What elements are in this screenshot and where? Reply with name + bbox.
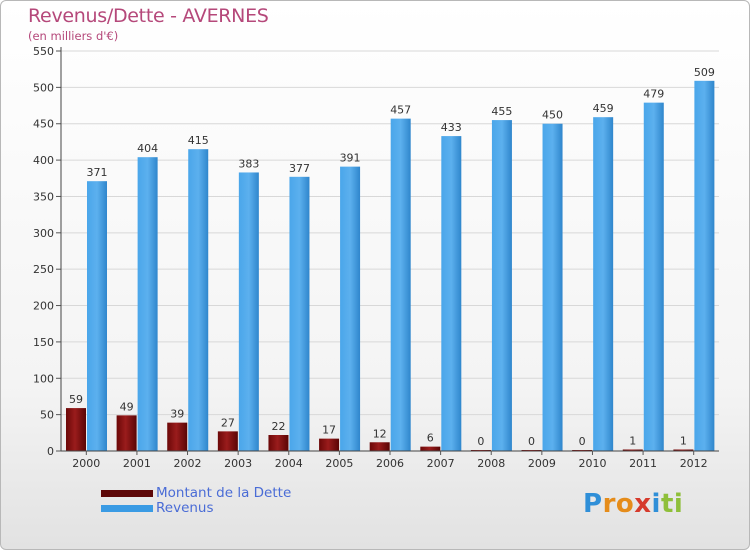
data-label-revenus-2002: 415: [188, 134, 209, 147]
x-tick-label-2004: 2004: [275, 457, 303, 470]
x-tick-label-2010: 2010: [578, 457, 606, 470]
bar-dette-2006: [369, 442, 390, 451]
legend-swatch-dette: [101, 490, 153, 497]
x-tick-label-2011: 2011: [629, 457, 657, 470]
bar-revenus-2008: [491, 120, 512, 451]
x-tick-label-2008: 2008: [477, 457, 505, 470]
bar-dette-2005: [319, 438, 340, 451]
logo-letter: P: [583, 489, 603, 519]
logo-letter: o: [615, 489, 635, 519]
y-tick-label: 300: [33, 227, 54, 240]
bar-revenus-2000: [87, 181, 107, 451]
bar-dette-2003: [217, 431, 238, 451]
data-label-revenus-2003: 383: [238, 157, 259, 170]
y-tick-label: 100: [33, 372, 54, 385]
y-tick-label: 250: [33, 263, 54, 276]
logo-letter: t: [660, 489, 674, 519]
x-tick-label-2003: 2003: [224, 457, 252, 470]
proxiti-logo: Proxiti: [583, 489, 683, 519]
data-label-dette-2002: 39: [170, 408, 184, 421]
data-label-revenus-2011: 479: [643, 88, 664, 101]
data-label-revenus-2007: 433: [441, 121, 462, 134]
x-tick-label-2006: 2006: [376, 457, 404, 470]
bar-revenus-2005: [340, 166, 361, 452]
y-tick-label: 450: [33, 118, 54, 131]
bar-dette-2011: [622, 449, 643, 451]
chart-subtitle: (en milliers d'€): [28, 29, 119, 43]
bar-dette-2002: [167, 422, 188, 451]
y-tick-label: 350: [33, 190, 54, 203]
legend-label-revenus: Revenus: [156, 500, 214, 516]
x-tick-label-2001: 2001: [123, 457, 151, 470]
x-tick-label-2005: 2005: [325, 457, 353, 470]
data-label-dette-2005: 17: [322, 424, 336, 437]
data-label-dette-2007: 6: [427, 432, 434, 445]
bars: [66, 80, 715, 452]
bar-revenus-2011: [643, 102, 664, 452]
bar-revenus-2002: [188, 149, 209, 451]
bar-dette-2001: [116, 415, 137, 451]
bar-revenus-2004: [289, 176, 310, 451]
x-tick-label-2002: 2002: [174, 457, 202, 470]
y-tick-label: 150: [33, 336, 54, 349]
chart-title: Revenus/Dette - AVERNES: [28, 5, 269, 27]
bar-revenus-2009: [542, 123, 563, 452]
legend-swatch-revenus: [101, 505, 153, 512]
bar-dette-2012: [673, 449, 694, 451]
y-tick-label: 500: [33, 81, 54, 94]
bar-revenus-2012: [694, 80, 715, 452]
data-label-revenus-2001: 404: [137, 142, 158, 155]
data-labels: 59 371 49 404 39 415 27 383 22 377 17 391 12 457 6 433 0…: [69, 66, 715, 448]
bar-revenus-2003: [238, 172, 259, 452]
bar-dette-2004: [268, 435, 289, 451]
data-label-dette-2010: 0: [579, 435, 586, 448]
data-label-dette-2009: 0: [528, 435, 535, 448]
y-tick-label: 0: [47, 445, 54, 458]
data-label-revenus-2004: 377: [289, 162, 310, 175]
data-label-revenus-2012: 509: [694, 66, 715, 79]
data-label-dette-2004: 22: [271, 420, 285, 433]
bar-dette-2007: [420, 446, 441, 451]
x-tick-label-2012: 2012: [680, 457, 708, 470]
data-label-dette-2003: 27: [221, 416, 235, 429]
data-label-revenus-2009: 450: [542, 109, 563, 122]
data-label-dette-2008: 0: [477, 435, 484, 448]
data-label-revenus-2008: 455: [491, 105, 512, 118]
bar-dette-2000: [66, 408, 86, 451]
data-label-revenus-2006: 457: [390, 104, 411, 117]
bar-revenus-2001: [137, 157, 158, 451]
x-tick-label-2007: 2007: [427, 457, 455, 470]
data-label-dette-2000: 59: [69, 393, 83, 406]
bar-revenus-2006: [390, 118, 411, 452]
y-tick-label: 200: [33, 300, 54, 313]
data-label-revenus-2005: 391: [340, 152, 361, 165]
data-label-dette-2006: 12: [373, 427, 387, 440]
bar-revenus-2007: [441, 136, 462, 451]
data-label-dette-2012: 1: [680, 435, 687, 448]
logo-letter: i: [673, 489, 684, 519]
logo-letter: i: [651, 489, 661, 519]
logo-letter: x: [634, 489, 652, 519]
data-label-revenus-2000: 371: [87, 166, 108, 179]
logo-letter: r: [602, 489, 616, 519]
y-tick-label: 550: [33, 45, 54, 58]
y-tick-label: 50: [40, 409, 54, 422]
bar-revenus-2010: [593, 117, 614, 451]
legend-label-dette: Montant de la Dette: [156, 485, 292, 501]
data-label-revenus-2010: 459: [593, 102, 614, 115]
y-tick-label: 400: [33, 154, 54, 167]
data-label-dette-2011: 1: [629, 435, 636, 448]
x-tick-label-2009: 2009: [528, 457, 556, 470]
data-label-dette-2001: 49: [120, 400, 134, 413]
x-tick-label-2000: 2000: [72, 457, 100, 470]
